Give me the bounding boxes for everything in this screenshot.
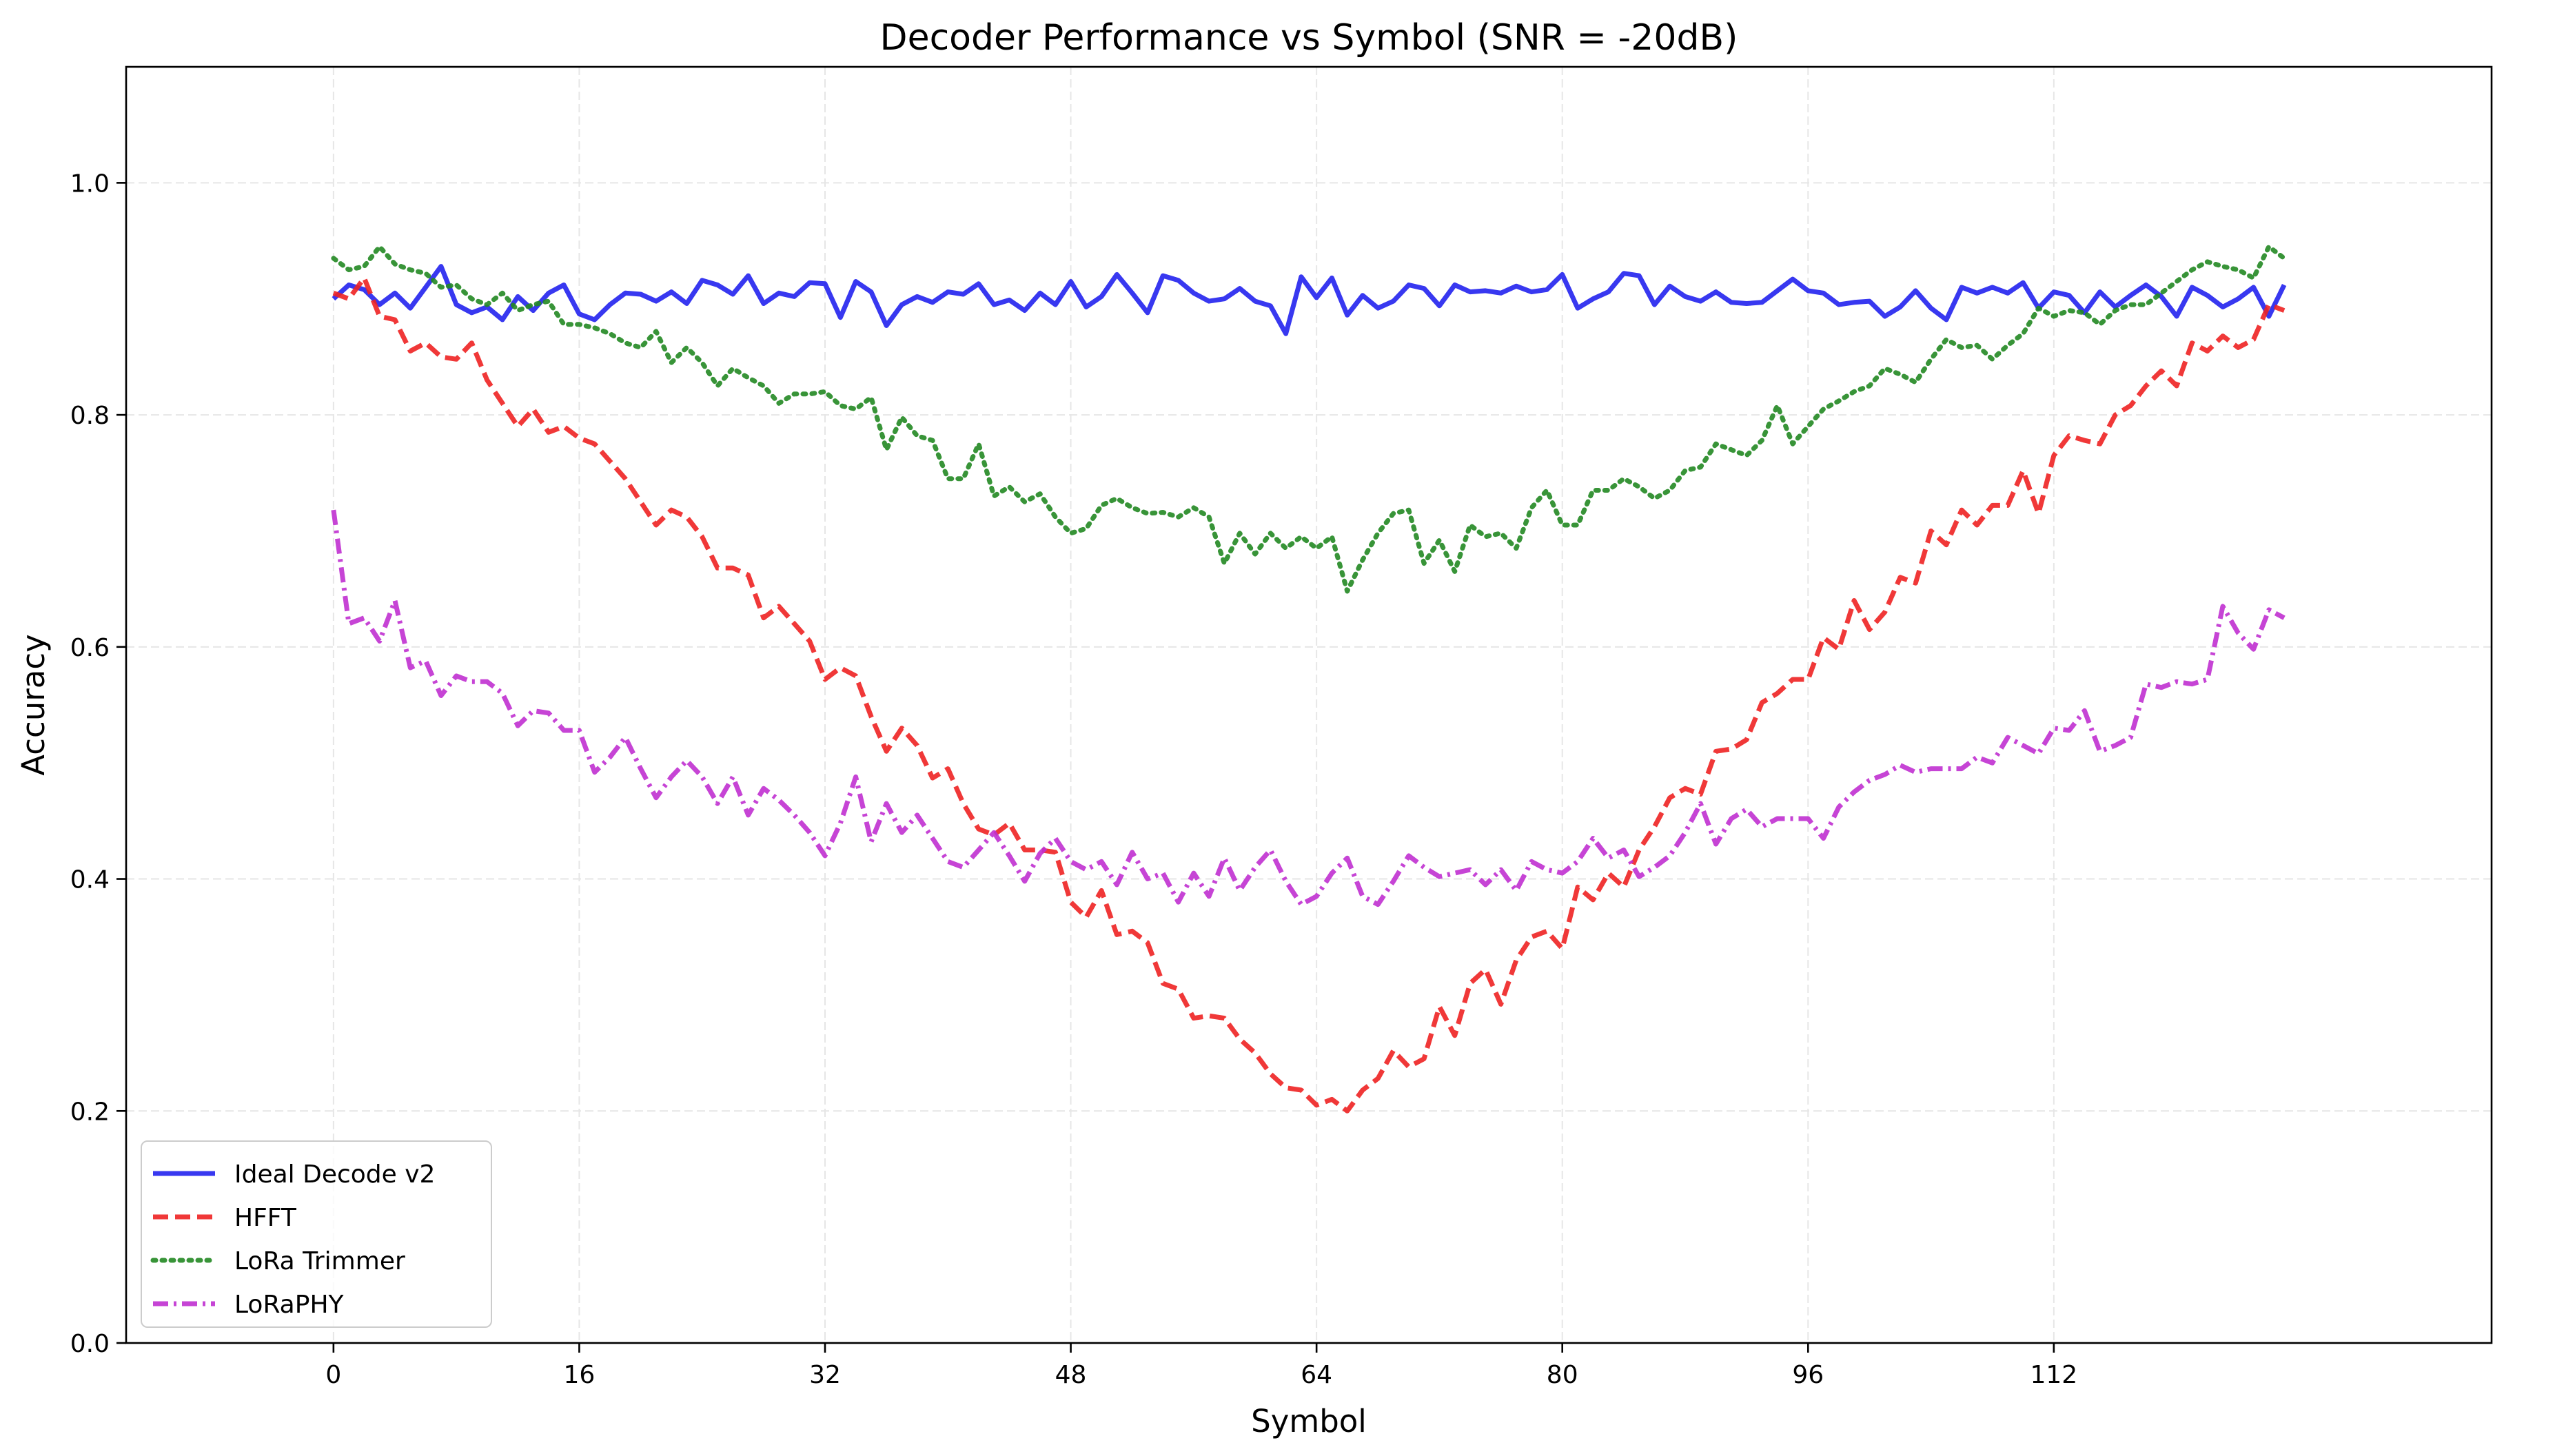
series-line-2	[331, 244, 2287, 594]
x-tick-label-2: 32	[809, 1361, 841, 1389]
legend-label-3: LoRaPHY	[234, 1291, 345, 1319]
chart-title: Decoder Performance vs Symbol (SNR = -20…	[880, 17, 1738, 59]
y-tick-label-4: 0.8	[70, 402, 110, 430]
plot-frame	[125, 65, 2493, 1344]
y-tick-label-3: 0.6	[70, 634, 110, 662]
axis-ticks: 0 16 32 48 64 80 96 112 0.0 0.2 0.4 0.6 0.8 1.0	[70, 170, 2077, 1389]
series-lines	[331, 244, 2287, 1114]
y-axis-label: Accuracy	[15, 634, 52, 775]
x-tick-label-7: 112	[2030, 1361, 2077, 1389]
series-line-1	[332, 275, 2286, 1114]
legend-box	[141, 1140, 492, 1328]
x-tick-label-4: 64	[1301, 1361, 1332, 1389]
legend-items: Ideal Decode v2 HFFT LoRa Trimmer LoRaPHY	[150, 1160, 435, 1319]
series-line-0	[332, 264, 2287, 336]
legend: Ideal Decode v2 HFFT LoRa Trimmer LoRaPHY	[141, 1140, 492, 1328]
y-tick-label-5: 1.0	[70, 170, 110, 198]
y-tick-label-0: 0.0	[70, 1330, 110, 1358]
y-tick-label-1: 0.2	[70, 1098, 110, 1126]
x-tick-label-3: 48	[1055, 1361, 1087, 1389]
legend-label-1: HFFT	[234, 1204, 297, 1232]
y-tick-label-2: 0.4	[70, 866, 110, 894]
x-axis-label: Symbol	[1251, 1403, 1367, 1439]
series-line-3	[331, 509, 2286, 908]
x-tick-label-6: 96	[1792, 1361, 1824, 1389]
legend-label-0: Ideal Decode v2	[234, 1160, 435, 1189]
x-tick-label-5: 80	[1547, 1361, 1578, 1389]
x-tick-label-1: 16	[564, 1361, 596, 1389]
legend-label-2: LoRa Trimmer	[234, 1247, 405, 1275]
x-tick-label-0: 0	[325, 1361, 341, 1389]
